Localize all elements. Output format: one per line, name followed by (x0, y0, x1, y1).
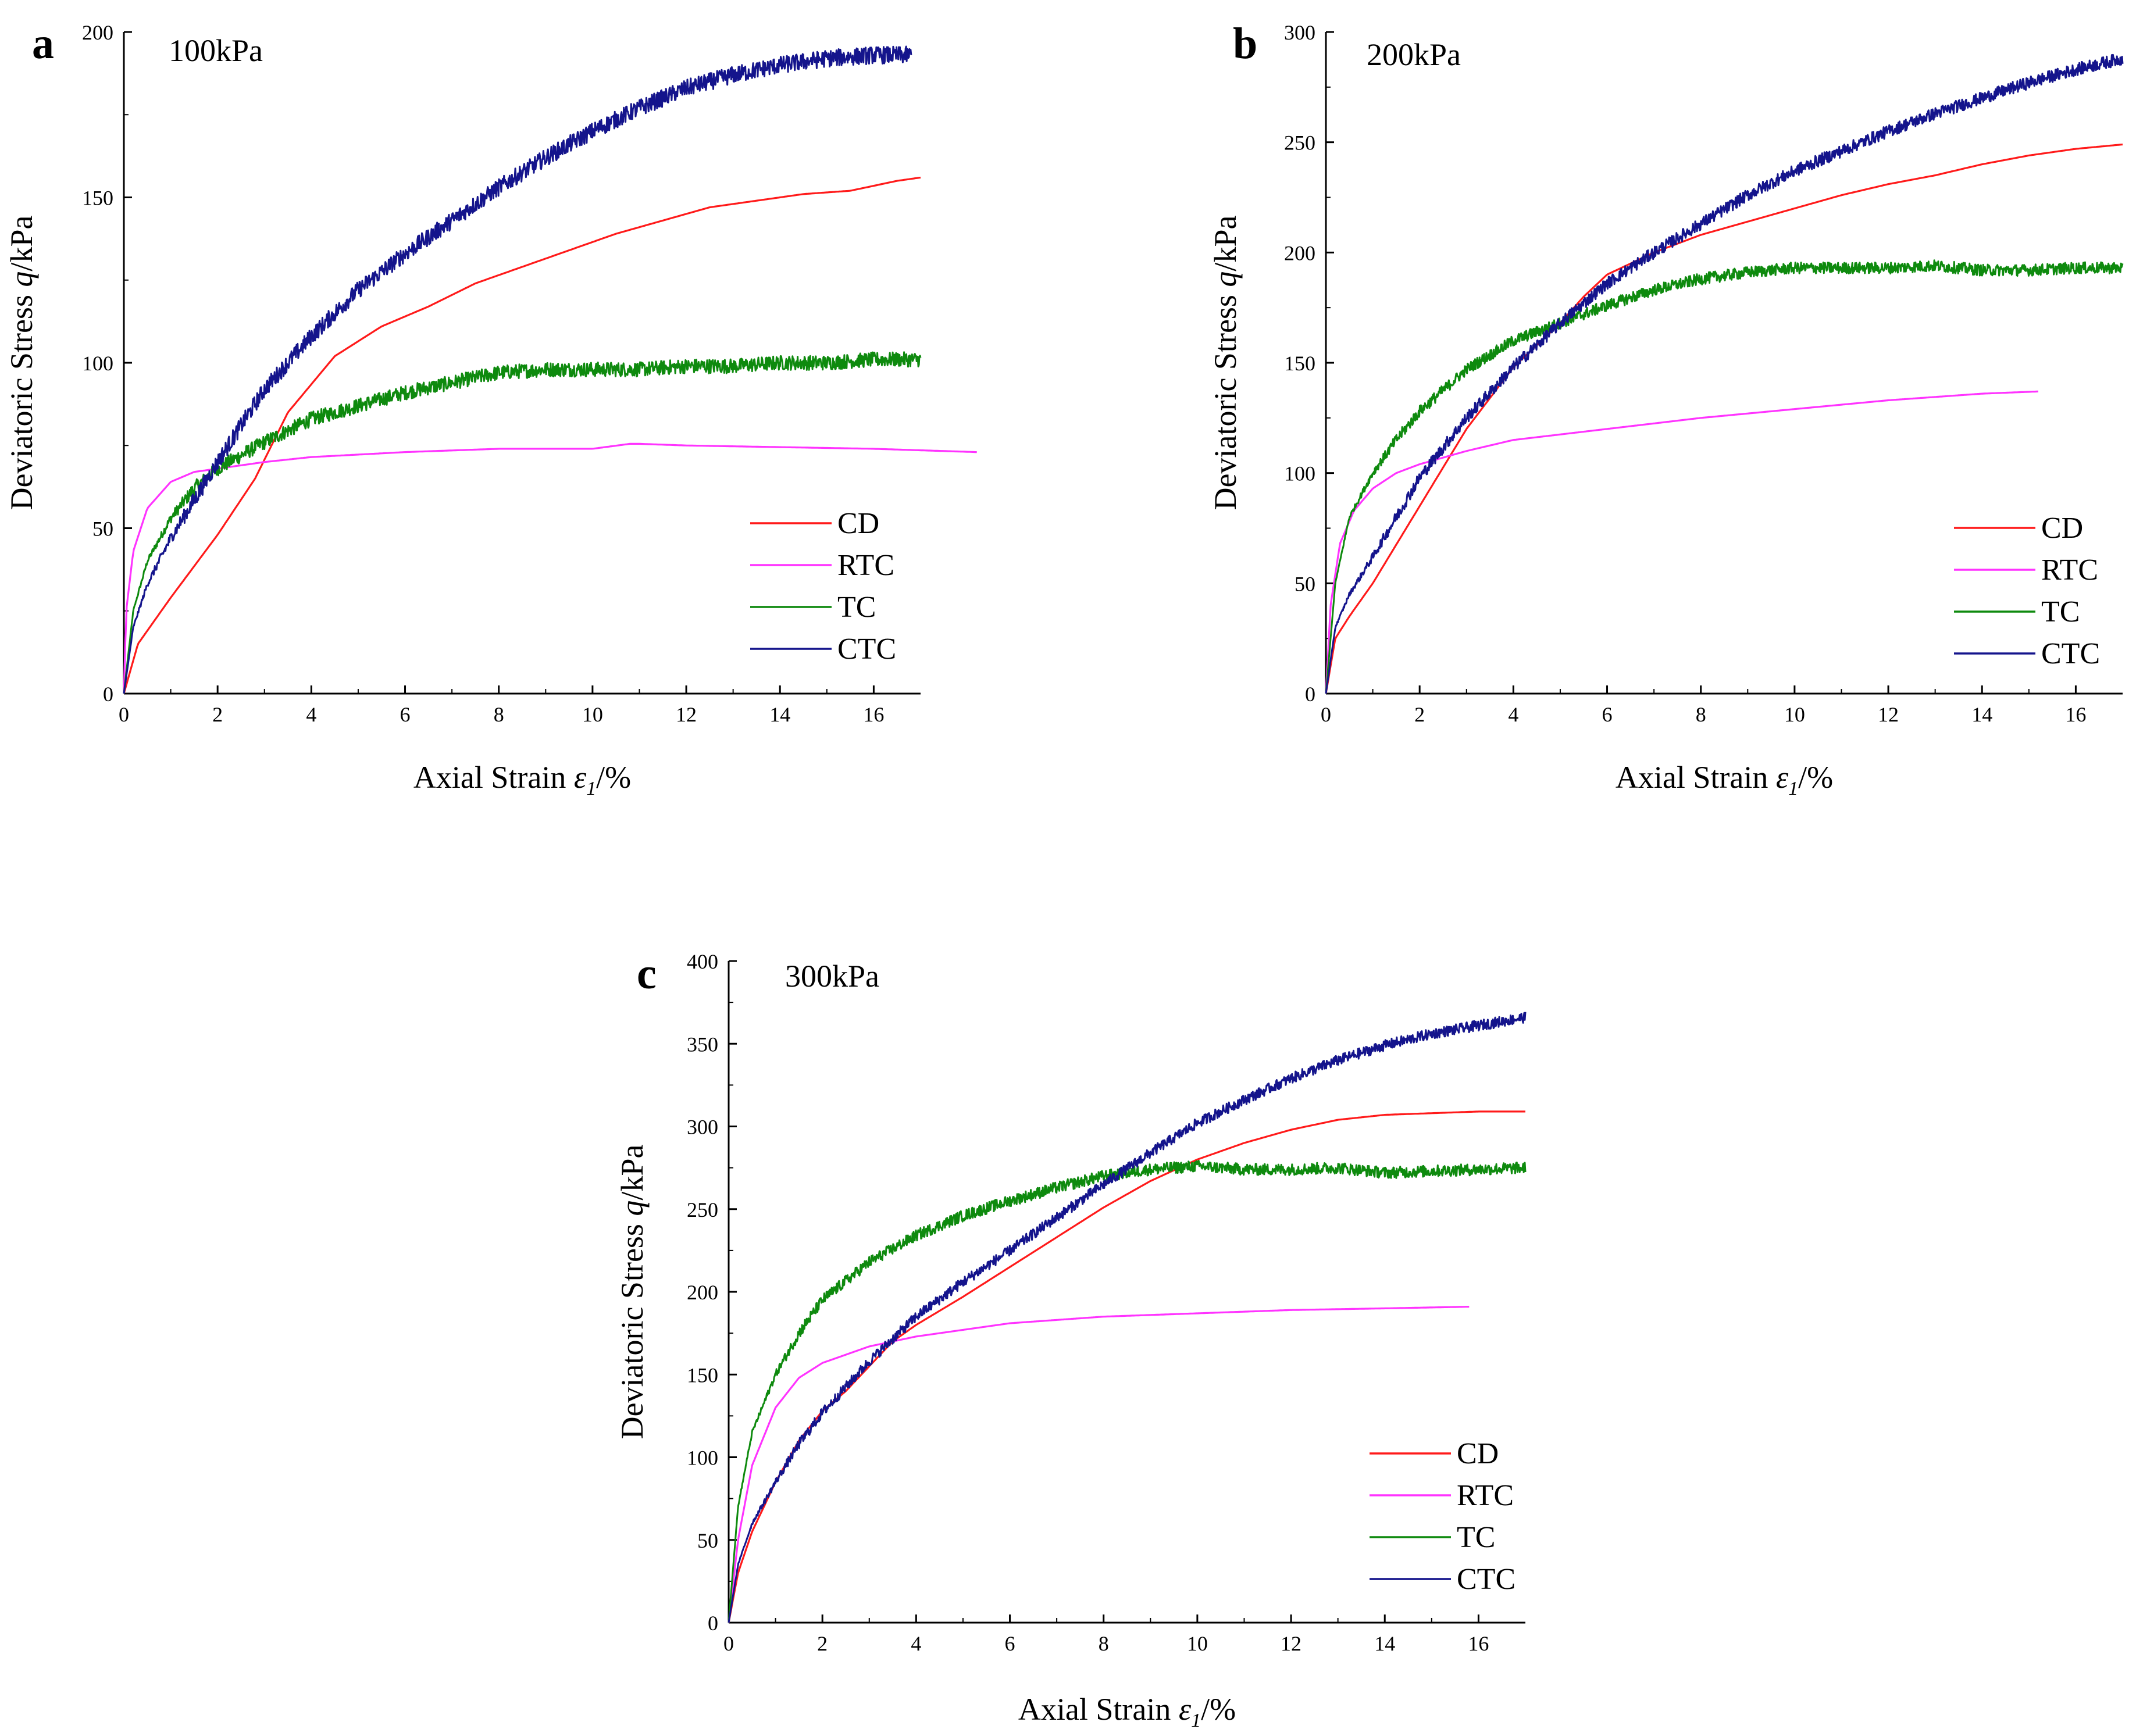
y-tick-label: 150 (1284, 352, 1315, 375)
y-tick-label: 250 (687, 1198, 718, 1221)
series-line-rtc (1325, 390, 2038, 694)
legend-label-tc: TC (2041, 595, 2080, 628)
x-tick-label: 16 (863, 703, 884, 726)
y-tick-label: 200 (1284, 241, 1315, 265)
series-line-cd (1325, 143, 2123, 694)
x-tick-label: 12 (1878, 703, 1899, 726)
legend-label-tc: TC (837, 591, 876, 624)
x-tick-label: 10 (1784, 703, 1805, 726)
y-axis-title: Deviatoric Stress q/kPa (1208, 216, 1243, 510)
series-line-ctc (728, 1012, 1527, 1623)
series-line-tc (1325, 259, 2124, 694)
y-tick-label: 0 (103, 683, 113, 706)
x-tick-label: 4 (1508, 703, 1518, 726)
panel-letter: a (32, 19, 54, 68)
x-tick-label: 16 (2065, 703, 2086, 726)
panel-title: 300kPa (785, 959, 879, 994)
panel-a: 0 2 4 6 8 10 12 14 16 0 50 100 150 200 a 100kPa Axial St… (4, 19, 977, 799)
series-line-cd (123, 176, 921, 694)
legend-label-rtc: RTC (2041, 553, 2098, 587)
y-tick-label: 200 (687, 1281, 718, 1304)
legend-label-ctc: CTC (1457, 1563, 1515, 1596)
y-tick-label: 350 (687, 1033, 718, 1056)
x-tick-label: 0 (119, 703, 129, 726)
series-line-cd (728, 1110, 1525, 1623)
x-tick-label: 14 (1374, 1632, 1395, 1655)
x-tick-label: 4 (911, 1632, 921, 1655)
x-tick-label: 6 (1602, 703, 1613, 726)
y-tick-label: 100 (687, 1446, 718, 1470)
x-tick-label: 14 (1971, 703, 1992, 726)
series-line-ctc (123, 45, 912, 694)
series-line-tc (728, 1160, 1527, 1623)
y-tick-label: 50 (92, 517, 113, 541)
x-tick-label: 10 (582, 703, 603, 726)
x-tick-label: 10 (1187, 1632, 1208, 1655)
legend-label-tc: TC (1457, 1521, 1495, 1554)
x-tick-label: 2 (1414, 703, 1425, 726)
y-tick-label: 0 (708, 1612, 718, 1635)
x-tick-label: 6 (1005, 1632, 1015, 1655)
panel-letter: c (637, 949, 657, 998)
x-tick-label: 8 (1696, 703, 1706, 726)
series-line-ctc (1325, 53, 2124, 694)
x-tick-label: 0 (723, 1632, 734, 1655)
x-tick-label: 0 (1321, 703, 1331, 726)
y-tick-label: 300 (1284, 21, 1315, 44)
x-axis-title: Axial Strain ε1/% (1018, 1692, 1236, 1731)
x-tick-label: 6 (400, 703, 411, 726)
x-tick-label: 14 (769, 703, 790, 726)
y-tick-label: 200 (82, 21, 113, 44)
y-tick-label: 150 (82, 187, 113, 210)
y-tick-label: 300 (687, 1116, 718, 1139)
legend-label-ctc: CTC (2041, 637, 2100, 670)
y-tick-label: 100 (82, 352, 113, 375)
y-tick-label: 150 (687, 1363, 718, 1387)
panel-c: 0 2 4 6 8 10 12 14 16 0 50 100 150 200 250 300 350 400 c 30… (615, 949, 1527, 1731)
x-tick-label: 8 (1099, 1632, 1109, 1655)
y-axis-title: Deviatoric Stress q/kPa (4, 216, 39, 510)
legend-label-rtc: RTC (837, 549, 894, 582)
legend-label-ctc: CTC (837, 633, 896, 666)
y-tick-label: 50 (697, 1529, 718, 1552)
series-line-rtc (728, 1306, 1470, 1623)
x-tick-label: 16 (1468, 1632, 1489, 1655)
legend-label-cd: CD (1457, 1437, 1499, 1470)
x-tick-label: 4 (306, 703, 316, 726)
y-tick-label: 250 (1284, 131, 1315, 155)
y-tick-label: 100 (1284, 462, 1315, 485)
series-line-tc (123, 351, 922, 694)
series-line-rtc (123, 442, 977, 694)
legend-label-cd: CD (837, 507, 879, 540)
x-tick-label: 12 (676, 703, 697, 726)
panel-title: 100kPa (169, 33, 263, 68)
panel-b: 0 2 4 6 8 10 12 14 16 0 50 100 150 200 250 300 b 200kPa Ax… (1208, 19, 2124, 799)
legend-label-cd: CD (2041, 512, 2083, 545)
x-axis-title: Axial Strain ε1/% (1616, 760, 1833, 799)
panel-letter: b (1233, 19, 1257, 68)
y-axis-title: Deviatoric Stress q/kPa (615, 1145, 650, 1439)
panel-title: 200kPa (1367, 37, 1461, 72)
y-tick-label: 400 (687, 950, 718, 973)
x-tick-label: 2 (212, 703, 223, 726)
x-tick-label: 8 (494, 703, 504, 726)
x-tick-label: 12 (1281, 1632, 1301, 1655)
y-tick-label: 0 (1305, 683, 1315, 706)
x-axis-title: Axial Strain ε1/% (413, 760, 631, 799)
legend-label-rtc: RTC (1457, 1479, 1514, 1512)
y-tick-label: 50 (1295, 572, 1315, 595)
x-tick-label: 2 (817, 1632, 828, 1655)
